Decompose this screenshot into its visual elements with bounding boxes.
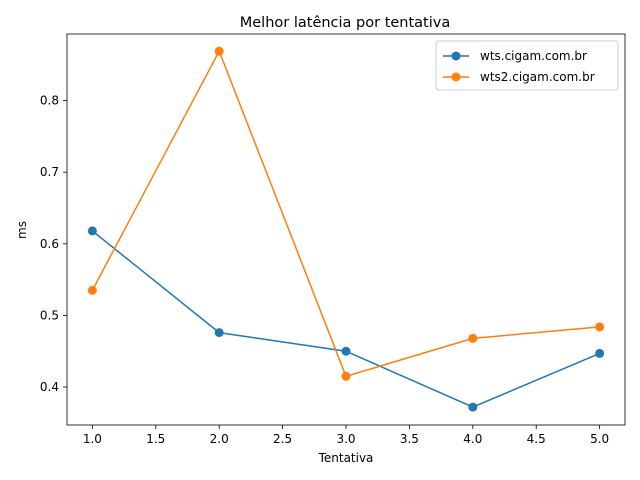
legend-label-wts: wts.cigam.com.br [480,49,587,63]
x-axis-label: Tentativa [318,451,374,465]
y-axis-label: ms [15,221,29,239]
data-point [87,226,97,236]
x-tick-label: 1.0 [83,432,102,446]
series-line-1 [91,49,600,378]
x-tick-label: 4.0 [463,432,482,446]
y-tick-label: 0.6 [40,237,59,251]
y-tick-label: 0.5 [40,308,59,322]
chart-title: Melhor latência por tentativa [240,15,451,31]
x-axis-ticks: 1.0 1.5 2.0 2.5 3.0 3.5 4.0 4.5 5.0 [83,425,609,446]
x-tick-label: 4.5 [527,432,546,446]
x-tick-label: 3.0 [336,432,355,446]
data-point [214,328,224,338]
legend-marker-wts2 [451,72,461,82]
y-tick-label: 0.8 [40,94,59,108]
plot-area-frame [66,33,626,426]
series-layer [87,46,605,412]
data-point [341,371,351,381]
x-tick-label: 2.5 [273,432,292,446]
data-point [468,402,478,412]
y-tick-label: 0.4 [40,380,59,394]
data-point [214,46,224,56]
legend-box [435,40,619,91]
data-point [468,333,478,343]
data-point [595,322,605,332]
y-tick-label: 0.7 [40,165,59,179]
legend-marker-wts [451,51,461,61]
x-tick-label: 3.5 [400,432,419,446]
x-tick-label: 1.5 [146,432,165,446]
x-tick-label: 5.0 [590,432,609,446]
legend-label-wts2: wts2.cigam.com.br [480,70,595,84]
data-point [87,285,97,295]
data-point [595,348,605,358]
x-tick-label: 2.0 [210,432,229,446]
y-axis-ticks: 0.4 0.5 0.6 0.7 0.8 [40,94,67,394]
legend: wts.cigam.com.br wts2.cigam.com.br [435,40,619,91]
data-point [341,346,351,356]
